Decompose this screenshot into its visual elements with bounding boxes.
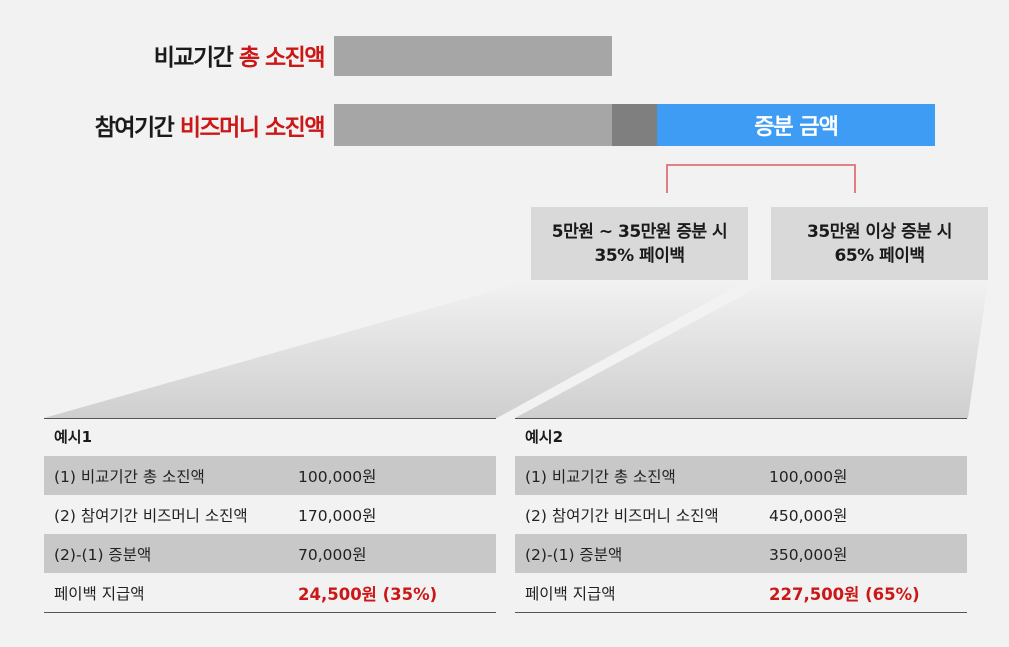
row-value: 450,000원 (769, 506, 848, 525)
row-label: (2) 참여기간 비즈머니 소진액 (525, 506, 719, 525)
table-row: (2)-(1) 증분액 70,000원 (44, 534, 496, 573)
row2-label-period: 참여기간 (94, 115, 175, 141)
participation-base-bar (334, 104, 612, 146)
row-value: 70,000원 (298, 545, 367, 564)
row-label: (2) 참여기간 비즈머니 소진액 (54, 506, 248, 525)
row-value: 100,000원 (298, 467, 377, 486)
row-label: (2)-(1) 증분액 (54, 545, 152, 564)
tier2-perspective-wedge (515, 280, 988, 418)
increment-amount-bar: 증분 금액 (657, 104, 935, 146)
row1-label-metric: 총 소진액 (238, 45, 326, 71)
row-label: (2)-(1) 증분액 (525, 545, 623, 564)
increment-amount-label: 증분 금액 (754, 115, 839, 140)
example1-title: 예시1 (44, 418, 496, 456)
row-value: 350,000원 (769, 545, 848, 564)
row-label: 페이백 지급액 (525, 584, 616, 603)
comparison-period-bar (334, 36, 612, 76)
row2-label-metric: 비즈머니 소진액 (179, 115, 326, 141)
row2-label: 참여기간 비즈머니 소진액 (4, 108, 326, 142)
row-label: (1) 비교기간 총 소진액 (525, 467, 676, 486)
table-row: 페이백 지급액 227,500원 (65%) (515, 573, 967, 613)
row1-label-period: 비교기간 (153, 45, 234, 71)
table-row: (2)-(1) 증분액 350,000원 (515, 534, 967, 573)
tier2-box: 35만원 이상 증분 시 65% 페이백 (771, 207, 988, 280)
row-label: (1) 비교기간 총 소진액 (54, 467, 205, 486)
table-row: 페이백 지급액 24,500원 (35%) (44, 573, 496, 613)
tier1-condition: 5만원 ~ 35만원 증분 시 (551, 221, 728, 242)
table-row: (1) 비교기간 총 소진액 100,000원 (44, 456, 496, 495)
table-row: (1) 비교기간 총 소진액 100,000원 (515, 456, 967, 495)
table-row: (2) 참여기간 비즈머니 소진액 170,000원 (44, 495, 496, 534)
payback-amount: 227,500원 (65%) (769, 584, 920, 604)
payback-amount: 24,500원 (35%) (298, 584, 438, 604)
tier2-condition: 35만원 이상 증분 시 (807, 221, 952, 242)
tier1-payback: 35% 페이백 (594, 245, 685, 266)
tier1-perspective-wedge (44, 280, 748, 418)
example1-table: 예시1 (1) 비교기간 총 소진액 100,000원 (2) 참여기간 비즈머… (44, 418, 496, 613)
table-row: (2) 참여기간 비즈머니 소진액 450,000원 (515, 495, 967, 534)
tier1-box: 5만원 ~ 35만원 증분 시 35% 페이백 (531, 207, 748, 280)
row-value: 100,000원 (769, 467, 848, 486)
row-value: 170,000원 (298, 506, 377, 525)
increment-bracket (666, 164, 856, 193)
row1-label: 비교기간 총 소진액 (4, 38, 326, 72)
row-label: 페이백 지급액 (54, 584, 145, 603)
example2-title: 예시2 (515, 418, 967, 456)
tier2-payback: 65% 페이백 (834, 245, 925, 266)
example2-table: 예시2 (1) 비교기간 총 소진액 100,000원 (2) 참여기간 비즈머… (515, 418, 967, 613)
participation-threshold-bar (612, 104, 657, 146)
